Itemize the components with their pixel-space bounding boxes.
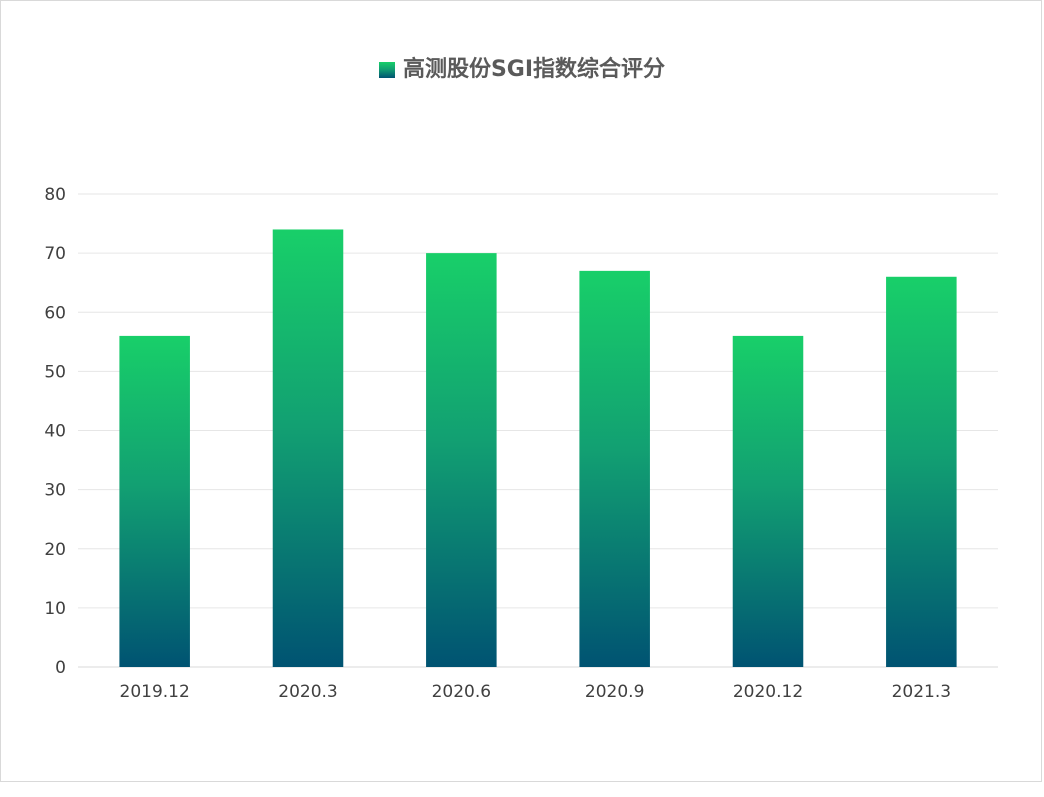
y-tick-label: 10 [44,599,66,619]
y-tick-label: 70 [44,244,66,264]
bar [579,270,650,667]
y-tick-label: 20 [44,540,66,560]
x-tick-label: 2021.3 [892,682,951,702]
y-tick-label: 80 [44,185,66,205]
bar [732,335,804,667]
y-tick-label: 50 [44,362,66,382]
bar [886,276,957,667]
y-tick-label: 0 [55,658,66,678]
x-tick-label: 2020.6 [432,682,491,702]
bar [426,253,497,667]
y-tick-label: 30 [44,481,66,501]
x-axis-ticks: 2019.12 2020.3 2020.6 2020.9 2020.12 2021.3 [120,682,952,702]
x-tick-label: 2020.12 [733,682,803,702]
legend-label: 高测股份SGI指数综合评分 [402,57,666,82]
x-tick-label: 2019.12 [120,682,190,702]
y-tick-label: 40 [44,422,66,442]
legend-swatch [378,62,395,78]
bars [119,229,957,667]
y-tick-label: 60 [44,303,66,323]
chart-legend: 高测股份SGI指数综合评分 [1,59,1043,81]
x-tick-label: 2020.9 [585,682,644,702]
grid-lines [78,193,998,668]
y-axis-ticks: 0 10 20 30 40 50 60 70 80 [44,185,66,678]
x-tick-label: 2020.3 [278,682,337,702]
bar [119,335,190,667]
bar [272,229,344,667]
